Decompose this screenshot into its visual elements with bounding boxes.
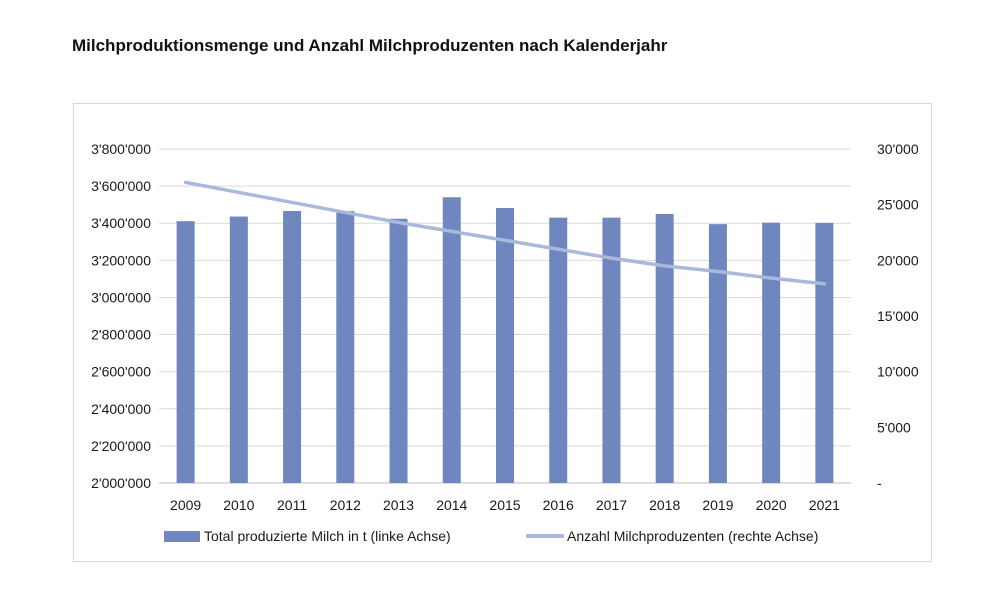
- legend-label-line: Anzahl Milchproduzenten (rechte Achse): [567, 528, 818, 544]
- x-tick-label: 2020: [756, 497, 787, 513]
- left-tick-label: 2'000'000: [91, 475, 151, 491]
- bar-2017: [602, 217, 621, 483]
- x-tick-label: 2017: [596, 497, 627, 513]
- bar-2021: [815, 222, 834, 483]
- left-tick-label: 3'600'000: [91, 178, 151, 194]
- bar-2016: [549, 217, 568, 483]
- chart-title: Milchproduktionsmenge und Anzahl Milchpr…: [72, 36, 668, 55]
- left-tick-label: 3'200'000: [91, 252, 151, 268]
- x-tick-label: 2014: [436, 497, 467, 513]
- right-tick-label: 30'000: [877, 141, 919, 157]
- left-tick-label: 3'000'000: [91, 289, 151, 305]
- bar-2010: [229, 216, 248, 483]
- right-tick-label: 25'000: [877, 197, 919, 213]
- bar-2012: [336, 211, 355, 483]
- left-tick-label: 3'800'000: [91, 141, 151, 157]
- bar-2015: [496, 208, 514, 484]
- bar-2014: [442, 197, 461, 483]
- left-tick-label: 2'200'000: [91, 438, 151, 454]
- legend-label-bar: Total produzierte Milch in t (linke Achs…: [204, 528, 451, 544]
- chart-area: 2'000'000 2'200'000 2'400'000 2'600'000 2'80…: [73, 103, 932, 562]
- legend-swatch-bar: [164, 531, 200, 542]
- x-tick-label: 2018: [649, 497, 680, 513]
- x-tick-label: 2013: [383, 497, 414, 513]
- bar-2018: [655, 213, 674, 483]
- x-tick-label: 2016: [543, 497, 574, 513]
- x-tick-label: 2012: [330, 497, 361, 513]
- bar-2020: [762, 222, 781, 483]
- combo-chart: 2'000'000 2'200'000 2'400'000 2'600'000 2'80…: [91, 141, 919, 544]
- bar-2013: [389, 218, 408, 483]
- left-tick-label: 2'400'000: [91, 401, 151, 417]
- x-tick-label: 2021: [809, 497, 840, 513]
- x-tick-label: 2019: [702, 497, 733, 513]
- left-tick-label: 3'400'000: [91, 215, 151, 231]
- right-tick-label: 10'000: [877, 364, 919, 380]
- bar-2011: [283, 210, 302, 483]
- right-tick-label: 20'000: [877, 252, 919, 268]
- x-tick-label: 2009: [170, 497, 201, 513]
- right-tick-label: 5'000: [877, 419, 911, 435]
- right-tick-label: 15'000: [877, 308, 919, 324]
- x-tick-label: 2011: [277, 497, 307, 513]
- bar-2019: [708, 224, 727, 483]
- right-tick-label: -: [877, 475, 882, 491]
- x-tick-label: 2015: [489, 497, 520, 513]
- left-tick-label: 2'800'000: [91, 327, 151, 343]
- x-tick-label: 2010: [223, 497, 254, 513]
- producer-line: [183, 180, 827, 286]
- left-tick-label: 2'600'000: [91, 364, 151, 380]
- bar-2009: [176, 221, 195, 483]
